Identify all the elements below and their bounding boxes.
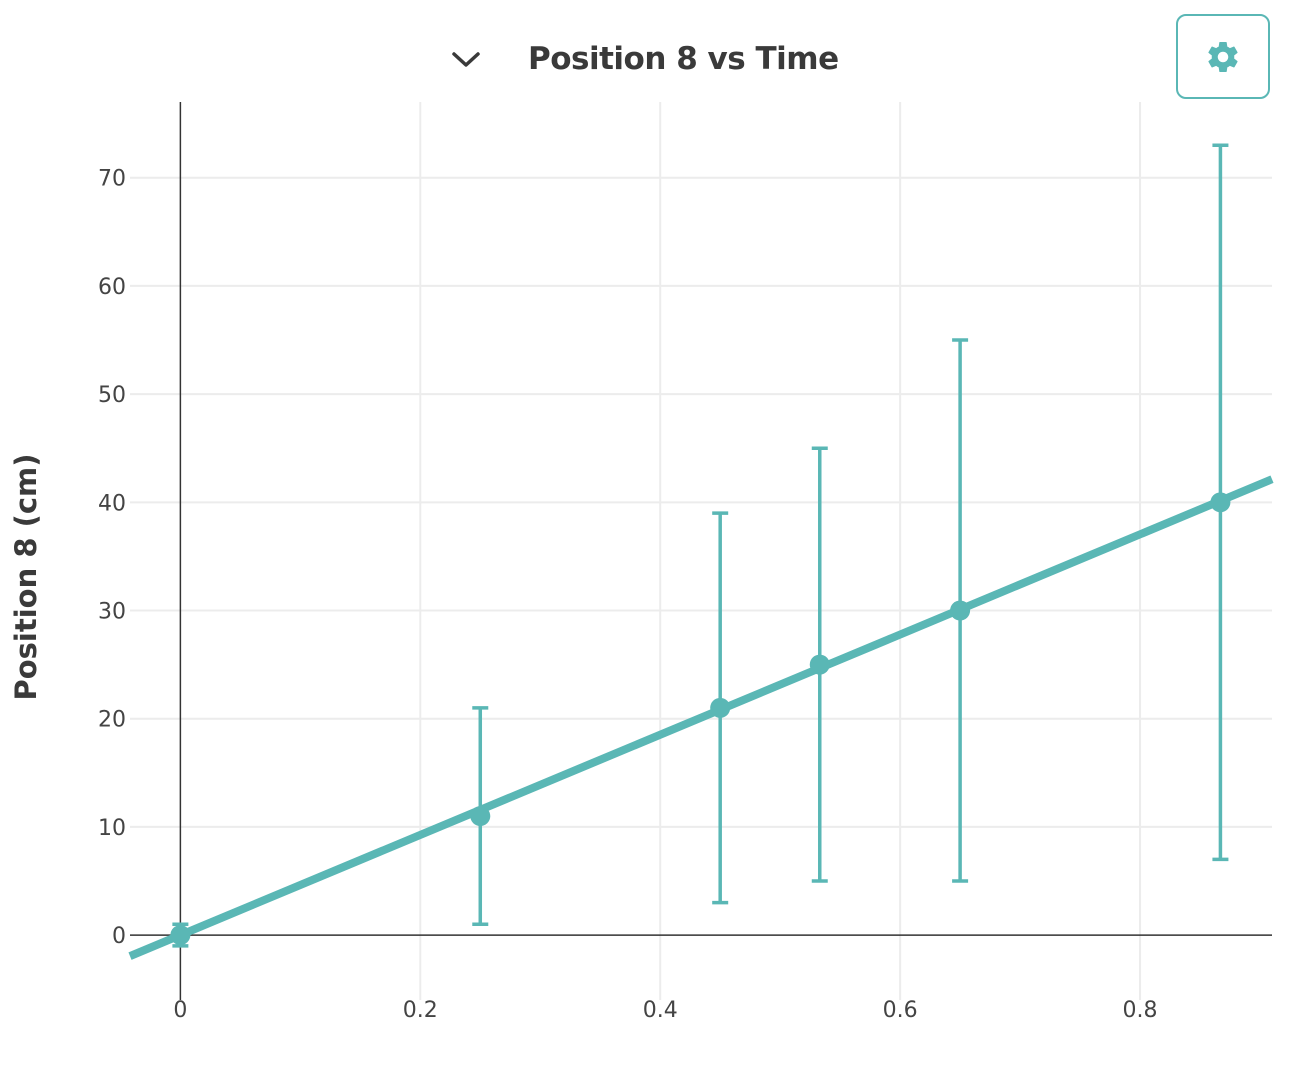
x-tick-labels: 0 0.2 0.4 0.6 0.8 — [173, 998, 1157, 1023]
chevron-down-icon[interactable] — [446, 39, 486, 79]
title-wrap: Position 8 vs Time — [446, 36, 839, 82]
x-tick-label: 0.6 — [883, 998, 918, 1023]
data-point — [950, 600, 971, 621]
y-tick-label: 60 — [98, 275, 126, 300]
x-tick-label: 0.2 — [403, 998, 438, 1023]
settings-button[interactable] — [1176, 14, 1270, 99]
x-tick-label: 0.4 — [643, 998, 678, 1023]
y-tick-label: 40 — [98, 491, 126, 516]
y-tick-label: 0 — [112, 924, 126, 949]
y-tick-label: 30 — [98, 600, 126, 625]
fit-line-group — [128, 475, 1274, 960]
data-points — [170, 492, 1231, 946]
data-point — [710, 697, 731, 718]
data-point — [470, 806, 491, 827]
x-tick-label: 0 — [173, 998, 187, 1023]
axes — [130, 102, 1272, 1000]
data-point — [170, 925, 191, 946]
fit-line — [128, 475, 1274, 960]
chart-title: Position 8 vs Time — [528, 41, 839, 77]
y-tick-label: 20 — [98, 708, 126, 733]
data-point — [1210, 492, 1231, 513]
error-bars — [172, 143, 1229, 948]
grid-lines — [130, 102, 1272, 1000]
gear-icon — [1208, 41, 1238, 72]
y-tick-labels: 0 10 20 30 40 50 60 70 — [98, 167, 126, 949]
data-point — [809, 654, 830, 675]
y-tick-label: 50 — [98, 383, 126, 408]
chart-header: Position 8 vs Time — [0, 0, 1312, 110]
y-axis-label: Position 8 (cm) — [9, 453, 43, 700]
y-tick-label: 70 — [98, 167, 126, 192]
y-tick-label: 10 — [98, 816, 126, 841]
x-tick-label: 0.8 — [1123, 998, 1158, 1023]
